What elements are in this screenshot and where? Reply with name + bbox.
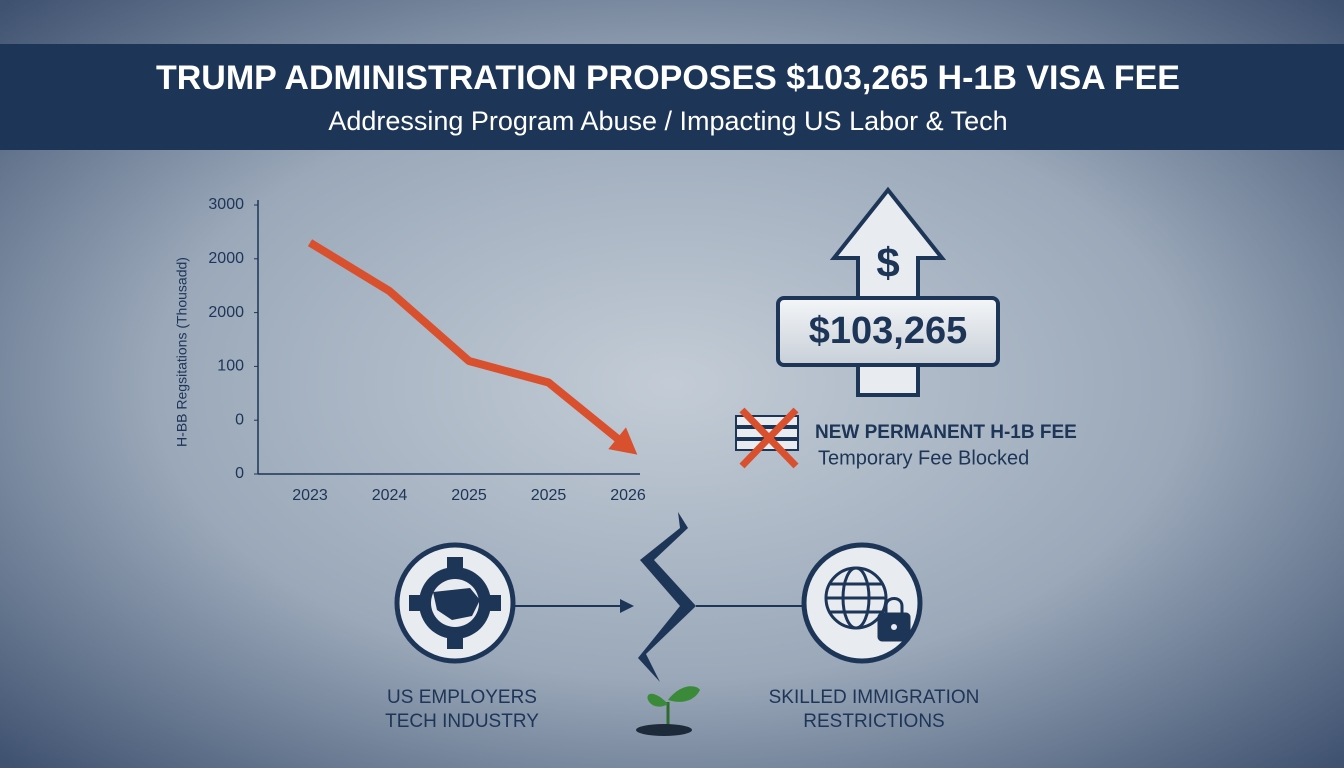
gear-icon — [409, 557, 501, 649]
y-tick-label: 3000 — [208, 196, 244, 213]
x-tick-label: 2024 — [372, 487, 408, 504]
y-axis-label: H-BB Regsitations (Thousadd) — [174, 257, 190, 447]
y-tick-label: 0 — [235, 411, 244, 428]
node-line2: TECH INDUSTRY — [385, 711, 539, 732]
y-tick-label: 0 — [235, 465, 244, 482]
x-tick-label: 2026 — [610, 487, 646, 504]
fee-line1: NEW PERMANENT H-1B FEE — [815, 422, 1077, 443]
data-line — [307, 239, 631, 451]
x-tick-label: 2023 — [292, 487, 328, 504]
fee-box — [776, 296, 1000, 367]
title: TRUMP ADMINISTRATION PROPOSES $103,265 H… — [156, 59, 1180, 97]
y-tick-label: 2000 — [208, 250, 244, 267]
connector-head — [620, 599, 634, 613]
subtitle: Addressing Program Abuse / Impacting US … — [328, 106, 1007, 136]
y-tick-label: 2000 — [208, 304, 244, 321]
x-tick-label: 2025 — [531, 487, 567, 504]
dollar-sign: $ — [876, 239, 899, 286]
globe-lock-icon — [824, 566, 911, 642]
fee-amount: $103,265 — [809, 310, 968, 352]
sprout-icon — [636, 686, 700, 736]
money-icon — [735, 407, 799, 469]
y-tick-label: 100 — [217, 358, 244, 375]
node-line2: RESTRICTIONS — [803, 711, 944, 732]
chart: H-BB Regsitations (Thousadd) 0 0 100 2000 20… — [174, 196, 646, 504]
arrow-base — [856, 363, 920, 397]
header-band — [0, 44, 1344, 150]
fee-line2: Temporary Fee Blocked — [818, 447, 1029, 469]
x-tick-label: 2025 — [451, 487, 487, 504]
crack — [638, 512, 696, 682]
node-line1: US EMPLOYERS — [387, 687, 537, 708]
node-line1: SKILLED IMMIGRATION — [769, 687, 980, 708]
arrow-head — [608, 427, 638, 455]
